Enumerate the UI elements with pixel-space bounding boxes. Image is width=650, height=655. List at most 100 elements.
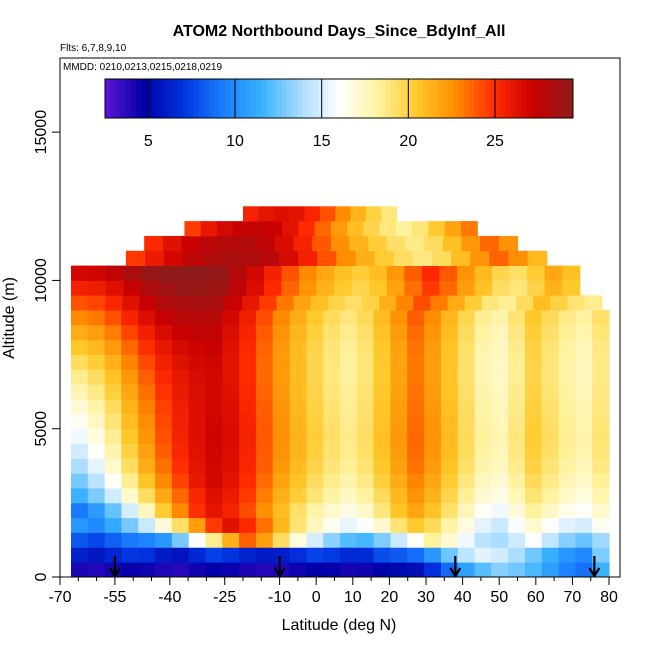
heatmap-cell (70, 369, 89, 385)
heatmap-cell (104, 354, 123, 370)
heatmap-cell (293, 295, 312, 311)
heatmap-cell (491, 399, 509, 415)
colorbar-swatch (172, 79, 179, 118)
heatmap-cell (424, 443, 442, 459)
heatmap-cell (474, 532, 492, 548)
heatmap-cell (575, 443, 593, 459)
heatmap-cell (155, 324, 173, 341)
heatmap-cell (424, 502, 442, 519)
heatmap-cell (323, 443, 341, 459)
heatmap-cell (457, 517, 476, 533)
heatmap-cell (306, 517, 324, 533)
heatmap-cell (575, 562, 593, 578)
heatmap-cell (541, 517, 560, 533)
heatmap-cell (442, 235, 463, 252)
heatmap-cell (592, 399, 610, 415)
heatmap-cell (404, 265, 423, 281)
heatmap-cell (255, 547, 274, 563)
heatmap-cell (508, 458, 526, 474)
y-tick-label: 15000 (33, 110, 50, 155)
colorbar-swatch (209, 79, 215, 118)
heatmap-cell (70, 547, 89, 563)
heatmap-cell (121, 488, 139, 504)
heatmap-cell (396, 295, 414, 311)
heatmap-cell (171, 310, 190, 326)
heatmap-cell (440, 339, 459, 355)
heatmap-cell (407, 428, 425, 444)
heatmap-cell (282, 221, 299, 237)
heatmap-cell (70, 488, 89, 504)
heatmap-cell (272, 517, 291, 533)
colorbar-swatch (385, 79, 392, 118)
heatmap-cell (239, 547, 257, 563)
heatmap-cell (272, 384, 291, 400)
heatmap-cell (323, 488, 341, 504)
heatmap-cell (492, 265, 511, 281)
heatmap-cell (440, 458, 459, 474)
heatmap-cell (122, 295, 141, 311)
heatmap-cell (200, 221, 218, 237)
colorbar-swatch (531, 79, 538, 118)
heatmap-cell (363, 221, 381, 237)
heatmap-cell (508, 443, 526, 459)
heatmap-cell (123, 280, 142, 296)
colorbar-swatch (557, 79, 564, 118)
heatmap-cell (104, 399, 123, 415)
heatmap-cell (323, 517, 341, 533)
heatmap-cell (524, 413, 543, 430)
heatmap-cell (138, 458, 156, 474)
heatmap-cell (298, 250, 318, 266)
heatmap-cell (474, 473, 492, 489)
heatmap-cell (190, 295, 209, 311)
heatmap-cell (188, 517, 207, 533)
heatmap-cell (356, 339, 375, 355)
heatmap-cell (421, 280, 440, 296)
heatmap-cell (171, 458, 190, 474)
profile-arrow (273, 556, 286, 578)
heatmap-cell (323, 369, 341, 385)
profile-arrow-head (449, 567, 462, 578)
heatmap-cell (289, 399, 307, 415)
heatmap-cell (173, 295, 192, 311)
heatmap-cell (524, 562, 543, 578)
heatmap-cell (171, 443, 190, 459)
heatmap-cell (424, 428, 442, 444)
heatmap-cell (255, 517, 274, 533)
heatmap-cell (516, 295, 534, 311)
colorbar-swatch (562, 79, 569, 118)
colorbar-swatch (443, 79, 449, 118)
heatmap-cell (541, 458, 560, 474)
heatmap-cell (558, 443, 576, 459)
colorbar-swatch (292, 79, 298, 118)
heatmap-cell (524, 547, 543, 563)
heatmap-cell (276, 295, 295, 311)
heatmap-cell (373, 413, 392, 430)
heatmap-cell (222, 532, 240, 548)
heatmap-cell (222, 428, 240, 444)
heatmap-cell (218, 235, 239, 252)
heatmap-cell (439, 265, 458, 281)
heatmap-cell (243, 206, 259, 222)
heatmap-cell (171, 339, 190, 355)
heatmap-cell (395, 221, 413, 237)
colorbar-swatch (271, 79, 278, 118)
heatmap-cell (558, 354, 576, 370)
heatmap-cell (272, 369, 291, 385)
heatmap-cell (524, 310, 543, 326)
heatmap-cell (575, 502, 593, 519)
heatmap-cell (575, 428, 593, 444)
heatmap-cell (323, 354, 341, 370)
heatmap-cell (428, 221, 446, 237)
heatmap-cell (541, 502, 560, 519)
heatmap-cell (340, 384, 358, 400)
heatmap-cell (222, 339, 240, 355)
heatmap-cell (491, 547, 509, 563)
heatmap-cell (541, 413, 560, 430)
heatmap-cell (222, 547, 240, 563)
heatmap-cell (171, 488, 190, 504)
heatmap-cell (70, 517, 89, 533)
heatmap-cell (222, 324, 240, 341)
y-tick-label: 10000 (33, 258, 50, 303)
x-tick-label: 0 (312, 589, 321, 606)
